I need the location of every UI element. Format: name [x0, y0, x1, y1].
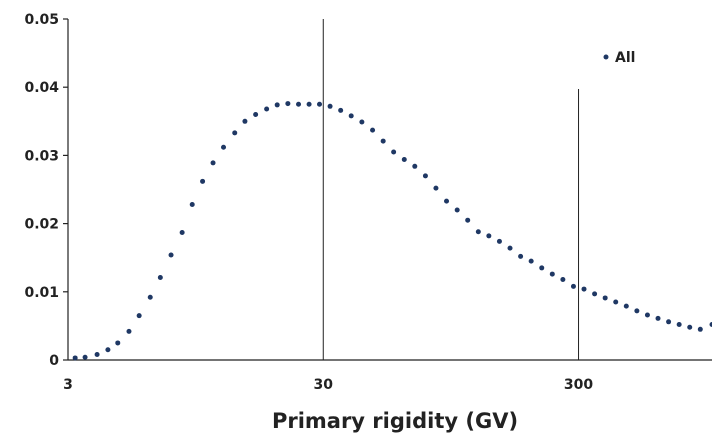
- data-point: [338, 107, 344, 113]
- data-point: [317, 101, 323, 107]
- data-point: [528, 258, 534, 264]
- y-tick-label: 0.04: [24, 80, 59, 96]
- x-tick-label: 300: [564, 377, 593, 393]
- x-tick-labels: 3 30 300: [63, 377, 593, 393]
- y-tick-label: 0.01: [24, 285, 59, 301]
- y-tick-label: 0.03: [24, 148, 59, 164]
- x-tick-label: 3: [63, 377, 73, 393]
- series-all: [72, 101, 712, 361]
- data-point: [507, 245, 513, 251]
- data-point: [592, 291, 598, 297]
- data-point: [581, 286, 587, 292]
- y-tick-label: 0: [49, 353, 59, 369]
- legend-marker: [603, 54, 609, 60]
- data-point: [370, 127, 376, 133]
- data-point: [666, 319, 672, 325]
- legend-label-all: All: [615, 50, 635, 66]
- y-tick-label: 0.05: [24, 12, 59, 28]
- data-point: [655, 315, 661, 321]
- data-point: [179, 229, 185, 235]
- data-point: [126, 328, 132, 334]
- data-point: [422, 173, 428, 179]
- data-point: [518, 253, 524, 259]
- data-point: [644, 312, 650, 318]
- data-point: [602, 295, 608, 301]
- data-point: [253, 111, 259, 117]
- data-point: [539, 265, 545, 271]
- data-point: [486, 233, 492, 239]
- data-point: [391, 149, 397, 155]
- data-point: [242, 118, 248, 124]
- data-point: [380, 138, 386, 144]
- data-point: [82, 354, 88, 360]
- data-point: [200, 178, 206, 184]
- data-point: [570, 283, 576, 289]
- x-tick-label: 30: [314, 377, 334, 393]
- data-point: [560, 277, 566, 283]
- data-point: [327, 103, 333, 109]
- data-point: [697, 326, 703, 332]
- data-point: [687, 324, 693, 330]
- data-point: [433, 185, 439, 191]
- data-point: [221, 144, 227, 150]
- legend: All: [603, 50, 635, 66]
- data-point: [72, 355, 78, 361]
- data-point: [94, 352, 100, 358]
- y-tick-labels: 0 0.01 0.02 0.03 0.04 0.05: [24, 12, 68, 369]
- data-point: [475, 229, 481, 235]
- data-point: [623, 303, 629, 309]
- data-point: [115, 340, 121, 346]
- data-point: [709, 322, 712, 328]
- data-point: [676, 322, 682, 328]
- data-point: [189, 202, 195, 208]
- data-point: [168, 252, 174, 258]
- data-point: [264, 106, 270, 112]
- data-point: [105, 347, 111, 353]
- data-point: [613, 299, 619, 305]
- data-point: [157, 274, 163, 280]
- data-point: [412, 163, 418, 169]
- data-point: [147, 294, 153, 300]
- y-tick-label: 0.02: [24, 217, 59, 233]
- data-point: [296, 101, 302, 107]
- data-point: [465, 217, 471, 223]
- data-point: [444, 198, 450, 204]
- data-point: [359, 119, 365, 125]
- data-point: [634, 308, 640, 314]
- data-point: [136, 313, 142, 319]
- data-point: [549, 271, 555, 277]
- data-point: [454, 207, 460, 213]
- data-point: [401, 156, 407, 162]
- data-point: [232, 130, 238, 136]
- data-point: [348, 113, 354, 119]
- data-point: [496, 238, 502, 244]
- x-axis-title: Primary rigidity (GV): [272, 409, 518, 433]
- data-point: [306, 101, 312, 107]
- axes: [67, 19, 712, 361]
- data-point: [285, 101, 291, 107]
- reference-lines: [322, 19, 580, 360]
- data-point: [210, 160, 216, 166]
- data-point: [274, 102, 280, 108]
